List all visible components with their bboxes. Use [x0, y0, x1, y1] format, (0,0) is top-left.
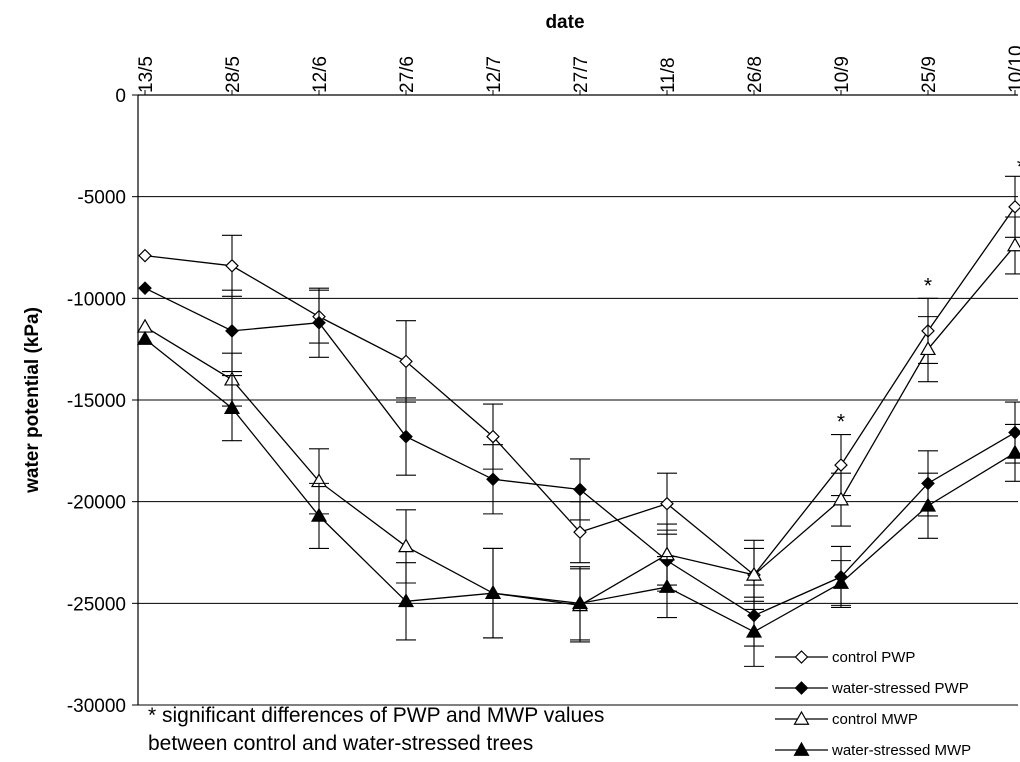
data-point — [486, 472, 500, 487]
x-tick-label: 12/7 — [484, 56, 505, 93]
y-tick-label: -15000 — [67, 391, 126, 412]
data-point — [310, 507, 328, 522]
legend-marker — [794, 650, 809, 664]
data-point — [1006, 237, 1020, 252]
legend-label: water-stressed MWP — [831, 742, 971, 759]
y-tick-label: -30000 — [67, 696, 126, 717]
legend-label: control PWP — [832, 649, 915, 666]
data-point — [573, 525, 587, 540]
data-point — [399, 354, 413, 369]
x-tick-label: 28/5 — [223, 56, 244, 93]
x-tick-label: 12/6 — [310, 56, 331, 93]
data-point — [397, 593, 415, 608]
legend-marker — [793, 710, 810, 725]
significance-star: * — [924, 274, 932, 297]
series-2 — [136, 216, 1020, 643]
data-point — [486, 429, 500, 444]
data-point — [312, 315, 326, 330]
x-tick-label: 26/8 — [745, 56, 766, 93]
data-point — [919, 497, 937, 512]
significance-star: * — [1017, 155, 1020, 178]
data-point — [138, 281, 152, 296]
legend-marker — [793, 741, 810, 756]
x-axis-title: date — [545, 12, 584, 33]
legend-item-0: control PWP — [775, 649, 915, 666]
data-point — [658, 578, 676, 593]
x-tick-label: 10/9 — [832, 56, 853, 93]
annotation-line-1: * significant differences of PWP and MWP… — [148, 704, 604, 727]
data-point — [1006, 444, 1020, 459]
data-point — [225, 258, 239, 273]
data-point — [138, 248, 152, 263]
legend-item-1: water-stressed PWP — [775, 680, 969, 697]
gridlines — [138, 196, 1018, 706]
data-point — [399, 429, 413, 444]
legend-item-3: water-stressed MWP — [775, 741, 971, 759]
data-point — [573, 482, 587, 497]
data-point — [571, 595, 589, 610]
data-point — [745, 566, 763, 581]
data-point — [745, 623, 763, 638]
data-point — [1008, 199, 1020, 214]
series-3 — [136, 330, 1020, 667]
data-point — [225, 324, 239, 338]
legend-item-2: control MWP — [775, 710, 918, 728]
legend-marker — [794, 681, 809, 695]
y-axis-title: water potential (kPa) — [22, 307, 43, 494]
significance-star: * — [837, 411, 845, 434]
data-point — [397, 538, 415, 553]
axes: 0 -5000 -10000 -15000 -20000 -25000 -30000 13/5… — [67, 45, 1020, 717]
data-point — [832, 491, 850, 506]
x-tick-label: 25/9 — [919, 56, 940, 93]
x-tick-label: 13/5 — [136, 56, 157, 93]
series-layer: * * * — [136, 155, 1020, 667]
data-point — [660, 496, 674, 511]
legend: control PWP water-stressed PWP control MWP… — [775, 649, 971, 759]
data-point — [136, 330, 154, 345]
y-tick-label: -25000 — [67, 594, 126, 615]
annotation-line-2: between control and water-stressed trees — [148, 732, 533, 755]
data-point — [832, 574, 850, 589]
series-0 — [138, 175, 1020, 610]
y-tick-label: 0 — [115, 86, 126, 107]
x-tick-label: 27/7 — [571, 56, 592, 93]
data-point — [223, 399, 241, 414]
y-tick-label: -5000 — [77, 188, 126, 209]
legend-label: control MWP — [832, 711, 918, 728]
legend-label: water-stressed PWP — [831, 680, 969, 697]
data-point — [919, 340, 937, 356]
data-point — [834, 458, 848, 472]
x-tick-label: 10/10 — [1006, 45, 1020, 93]
x-tick-label: 11/8 — [658, 57, 679, 93]
y-tick-label: -10000 — [67, 289, 126, 310]
data-point — [136, 318, 154, 333]
x-tick-label: 27/6 — [397, 56, 418, 93]
data-point — [484, 584, 502, 600]
y-tick-label: -20000 — [67, 493, 126, 514]
